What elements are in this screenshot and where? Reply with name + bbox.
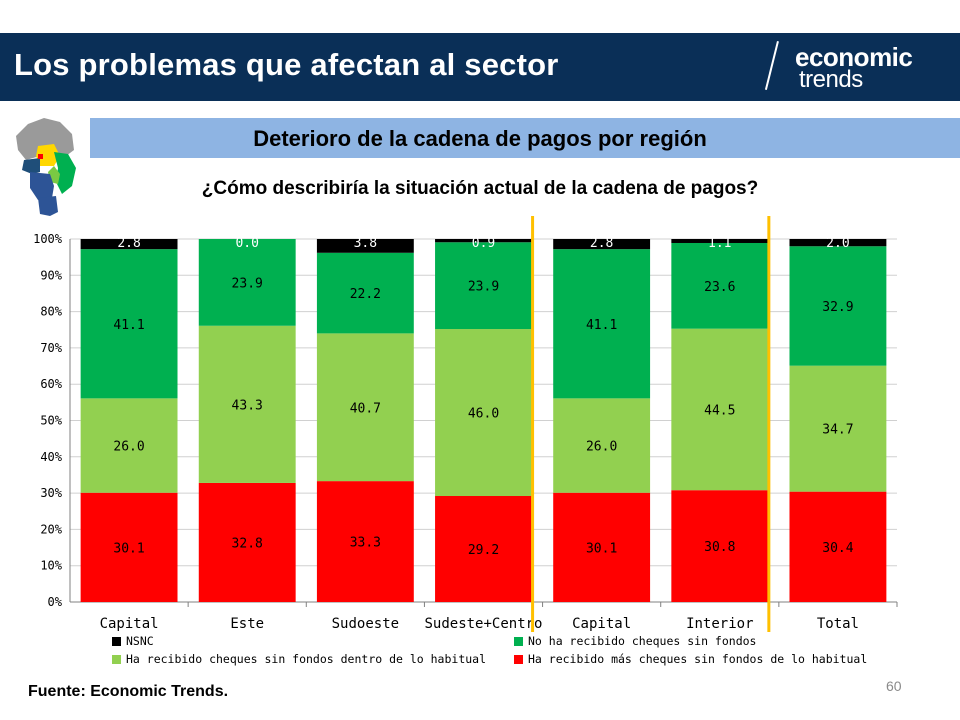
data-label: 41.1 xyxy=(113,318,144,333)
bar-segment xyxy=(435,496,532,602)
legend-label: NSNC xyxy=(126,634,154,648)
bar-segment xyxy=(789,246,887,366)
bar-segment xyxy=(198,239,296,326)
bar-segment xyxy=(553,249,651,399)
data-label: 23.9 xyxy=(468,280,499,295)
bar-segment xyxy=(789,365,887,492)
data-label: 2.0 xyxy=(826,236,849,251)
y-tick-label: 0% xyxy=(48,595,63,609)
y-tick-label: 20% xyxy=(40,522,62,536)
x-tick-label: Capital xyxy=(100,616,159,632)
data-label: 30.8 xyxy=(704,540,735,555)
bar-segment xyxy=(435,242,532,330)
y-tick-label: 10% xyxy=(40,559,62,573)
bar-segment xyxy=(553,239,651,250)
page-title: Los problemas que afectan al sector xyxy=(14,47,559,82)
x-tick-label: Sudeste+Centro xyxy=(424,616,542,632)
bar-segment xyxy=(198,325,296,483)
bar-segment xyxy=(671,239,769,243)
data-label: 30.4 xyxy=(822,541,853,556)
data-label: 41.1 xyxy=(586,318,617,333)
x-tick-label: Interior xyxy=(686,616,753,632)
y-tick-label: 100% xyxy=(33,232,63,246)
legend-swatch xyxy=(514,655,523,664)
data-label: 3.8 xyxy=(354,236,377,251)
bar-segment xyxy=(80,492,178,602)
data-label: 32.9 xyxy=(822,300,853,315)
data-label: 40.7 xyxy=(350,401,381,416)
y-tick-label: 30% xyxy=(40,486,62,500)
y-tick-label: 50% xyxy=(40,414,62,428)
bar-segment xyxy=(435,239,532,243)
data-label: 33.3 xyxy=(350,536,381,551)
bar-segment xyxy=(316,252,414,334)
legend-label: Ha recibido más cheques sin fondos de lo… xyxy=(528,652,868,666)
bar-segment xyxy=(435,329,532,497)
legend-swatch xyxy=(112,637,121,646)
bar-segment xyxy=(671,242,769,329)
x-tick-label: Capital xyxy=(572,616,631,632)
logo-word-trends: trends xyxy=(799,66,863,93)
bar-segment xyxy=(671,328,769,491)
y-tick-label: 60% xyxy=(40,377,62,391)
data-label: 2.8 xyxy=(590,236,613,251)
data-label: 1.1 xyxy=(708,236,731,251)
page-number: 60 xyxy=(886,678,902,694)
data-label: 26.0 xyxy=(586,440,617,455)
y-tick-label: 70% xyxy=(40,341,62,355)
bar-segment xyxy=(80,398,178,493)
bar-segment xyxy=(316,333,414,482)
bar-segment xyxy=(80,239,178,250)
data-label: 23.6 xyxy=(704,280,735,295)
y-tick-label: 80% xyxy=(40,305,62,319)
x-tick-label: Sudoeste xyxy=(332,616,399,632)
chart-subtitle: Deterioro de la cadena de pagos por regi… xyxy=(253,126,707,151)
source-note: Fuente: Economic Trends. xyxy=(28,683,229,700)
bar-segment xyxy=(553,492,651,602)
logo-word-economic: economic xyxy=(795,42,913,72)
header-bar: Los problemas que afectan al sector econ… xyxy=(0,33,960,101)
data-label: 44.5 xyxy=(704,403,735,418)
data-label: 23.9 xyxy=(232,276,263,291)
bar-segment xyxy=(316,239,414,253)
data-label: 26.0 xyxy=(113,440,144,455)
bar-segment xyxy=(198,482,296,602)
data-label: 32.8 xyxy=(232,536,263,551)
x-tick-label: Total xyxy=(817,616,859,632)
y-tick-label: 40% xyxy=(40,450,62,464)
bar-segment xyxy=(789,239,887,247)
bar-segment xyxy=(80,249,178,399)
legend-swatch xyxy=(514,637,523,646)
bar-segment xyxy=(553,398,651,493)
bar-segment xyxy=(316,481,414,602)
economic-trends-logo: economic trends xyxy=(764,39,950,97)
x-tick-label: Este xyxy=(230,616,264,632)
data-label: 0.0 xyxy=(235,236,258,251)
data-label: 34.7 xyxy=(822,423,853,438)
data-label: 22.2 xyxy=(350,287,381,302)
data-label: 46.0 xyxy=(468,407,499,422)
bar-segment xyxy=(671,490,769,602)
data-label: 2.8 xyxy=(117,236,140,251)
y-tick-label: 90% xyxy=(40,268,62,282)
bar-segment xyxy=(789,491,887,602)
data-label: 43.3 xyxy=(232,398,263,413)
subtitle-bar: Deterioro de la cadena de pagos por regi… xyxy=(90,118,960,158)
data-label: 30.1 xyxy=(113,541,144,556)
data-label: 0.9 xyxy=(472,236,495,251)
chart-question: ¿Cómo describiría la situación actual de… xyxy=(201,178,759,199)
legend-swatch xyxy=(112,655,121,664)
legend-label: No ha recibido cheques sin fondos xyxy=(528,634,757,648)
argentina-map-icon xyxy=(16,118,76,216)
data-label: 29.2 xyxy=(468,543,499,558)
data-label: 30.1 xyxy=(586,541,617,556)
legend-label: Ha recibido cheques sin fondos dentro de… xyxy=(126,652,487,666)
